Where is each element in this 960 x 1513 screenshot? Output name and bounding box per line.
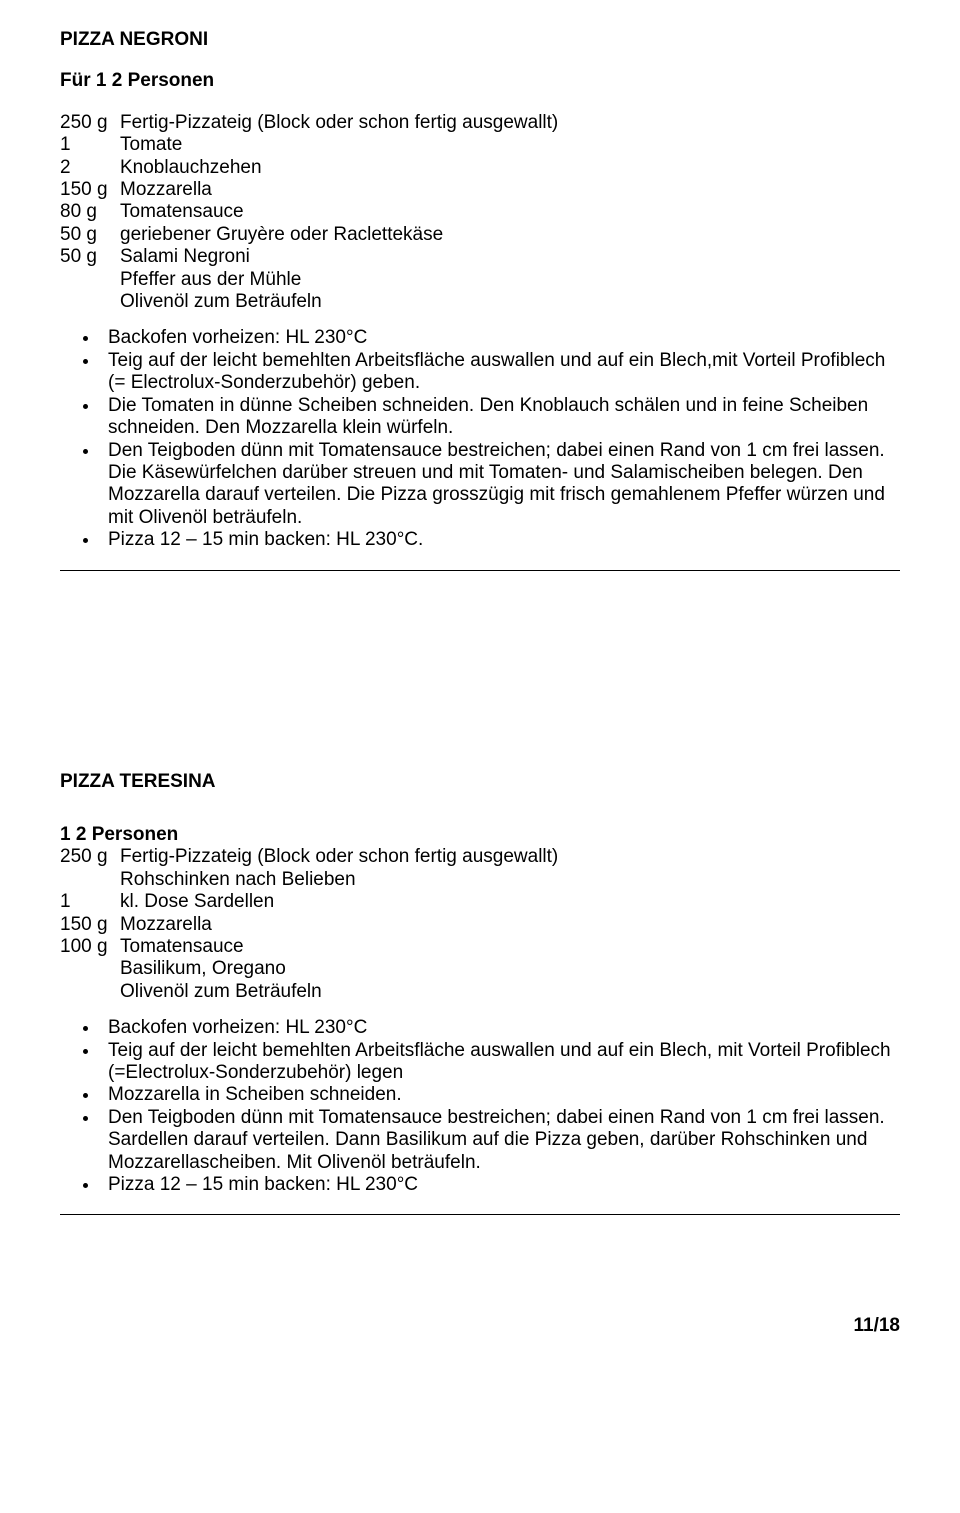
instruction-item: Den Teigboden dünn mit Tomatensauce best… bbox=[100, 440, 900, 530]
section-divider bbox=[60, 570, 900, 571]
ingredient-qty bbox=[60, 269, 120, 291]
ingredient-item: Fertig-Pizzateig (Block oder schon ferti… bbox=[120, 846, 558, 868]
ingredient-qty: 1 bbox=[60, 891, 120, 913]
ingredient-item: Mozzarella bbox=[120, 179, 558, 201]
instruction-item: Backofen vorheizen: HL 230°C bbox=[100, 1017, 900, 1039]
ingredient-row: 150 gMozzarella bbox=[60, 179, 558, 201]
ingredient-qty: 250 g bbox=[60, 846, 120, 868]
ingredient-qty: 2 bbox=[60, 157, 120, 179]
ingredient-item: Olivenöl zum Beträufeln bbox=[120, 981, 558, 1003]
recipe1-title: PIZZA NEGRONI bbox=[60, 29, 900, 51]
ingredient-row: 150 gMozzarella bbox=[60, 914, 558, 936]
ingredient-item: Tomate bbox=[120, 134, 558, 156]
instruction-item: Mozzarella in Scheiben schneiden. bbox=[100, 1084, 900, 1106]
ingredient-item: geriebener Gruyère oder Raclettekäse bbox=[120, 224, 558, 246]
recipe2-title: PIZZA TERESINA bbox=[60, 771, 900, 793]
ingredient-row: 80 gTomatensauce bbox=[60, 201, 558, 223]
ingredient-row: 1kl. Dose Sardellen bbox=[60, 891, 558, 913]
ingredient-item: Knoblauchzehen bbox=[120, 157, 558, 179]
ingredient-qty: 50 g bbox=[60, 224, 120, 246]
ingredient-item: Tomatensauce bbox=[120, 201, 558, 223]
ingredient-qty: 100 g bbox=[60, 936, 120, 958]
instruction-item: Pizza 12 – 15 min backen: HL 230°C bbox=[100, 1174, 900, 1196]
ingredient-row: Rohschinken nach Belieben bbox=[60, 869, 558, 891]
ingredient-qty: 80 g bbox=[60, 201, 120, 223]
instruction-item: Teig auf der leicht bemehlten Arbeitsflä… bbox=[100, 1040, 900, 1085]
recipe1-serving: Für 1 2 Personen bbox=[60, 70, 900, 92]
ingredient-qty: 150 g bbox=[60, 914, 120, 936]
recipe2-serving: 1 2 Personen bbox=[60, 824, 558, 846]
recipe1-ingredients: 250 gFertig-Pizzateig (Block oder schon … bbox=[60, 112, 558, 314]
ingredient-qty: 150 g bbox=[60, 179, 120, 201]
instruction-item: Teig auf der leicht bemehlten Arbeitsflä… bbox=[100, 350, 900, 395]
ingredient-qty: 250 g bbox=[60, 112, 120, 134]
recipe1-instructions: Backofen vorheizen: HL 230°C Teig auf de… bbox=[60, 327, 900, 551]
recipe2-ingredients: 1 2 Personen 250 gFertig-Pizzateig (Bloc… bbox=[60, 824, 558, 1003]
ingredient-row: 1Tomate bbox=[60, 134, 558, 156]
instruction-item: Den Teigboden dünn mit Tomatensauce best… bbox=[100, 1107, 900, 1174]
instruction-item: Backofen vorheizen: HL 230°C bbox=[100, 327, 900, 349]
ingredient-row: 250 gFertig-Pizzateig (Block oder schon … bbox=[60, 846, 558, 868]
ingredient-row: Pfeffer aus der Mühle bbox=[60, 269, 558, 291]
ingredient-item: kl. Dose Sardellen bbox=[120, 891, 558, 913]
ingredient-qty bbox=[60, 291, 120, 313]
ingredient-row: 2Knoblauchzehen bbox=[60, 157, 558, 179]
ingredient-row: Basilikum, Oregano bbox=[60, 958, 558, 980]
ingredient-row: 50 ggeriebener Gruyère oder Raclettekäse bbox=[60, 224, 558, 246]
ingredient-item: Rohschinken nach Belieben bbox=[120, 869, 558, 891]
page-number: 11/18 bbox=[60, 1315, 900, 1337]
ingredient-qty bbox=[60, 958, 120, 980]
ingredient-qty: 1 bbox=[60, 134, 120, 156]
ingredient-item: Mozzarella bbox=[120, 914, 558, 936]
ingredient-row: 250 gFertig-Pizzateig (Block oder schon … bbox=[60, 112, 558, 134]
ingredient-item: Salami Negroni bbox=[120, 246, 558, 268]
ingredient-item: Basilikum, Oregano bbox=[120, 958, 558, 980]
ingredient-row: Olivenöl zum Beträufeln bbox=[60, 291, 558, 313]
ingredient-qty: 50 g bbox=[60, 246, 120, 268]
section-divider bbox=[60, 1214, 900, 1215]
instruction-item: Die Tomaten in dünne Scheiben schneiden.… bbox=[100, 395, 900, 440]
ingredient-row: 100 gTomatensauce bbox=[60, 936, 558, 958]
ingredient-qty bbox=[60, 869, 120, 891]
ingredient-row: 50 gSalami Negroni bbox=[60, 246, 558, 268]
ingredient-item: Olivenöl zum Beträufeln bbox=[120, 291, 558, 313]
ingredient-item: Tomatensauce bbox=[120, 936, 558, 958]
serving-row: 1 2 Personen bbox=[60, 824, 558, 846]
ingredient-row: Olivenöl zum Beträufeln bbox=[60, 981, 558, 1003]
ingredient-qty bbox=[60, 981, 120, 1003]
ingredient-item: Pfeffer aus der Mühle bbox=[120, 269, 558, 291]
instruction-item: Pizza 12 – 15 min backen: HL 230°C. bbox=[100, 529, 900, 551]
recipe2-instructions: Backofen vorheizen: HL 230°C Teig auf de… bbox=[60, 1017, 900, 1196]
ingredient-item: Fertig-Pizzateig (Block oder schon ferti… bbox=[120, 112, 558, 134]
